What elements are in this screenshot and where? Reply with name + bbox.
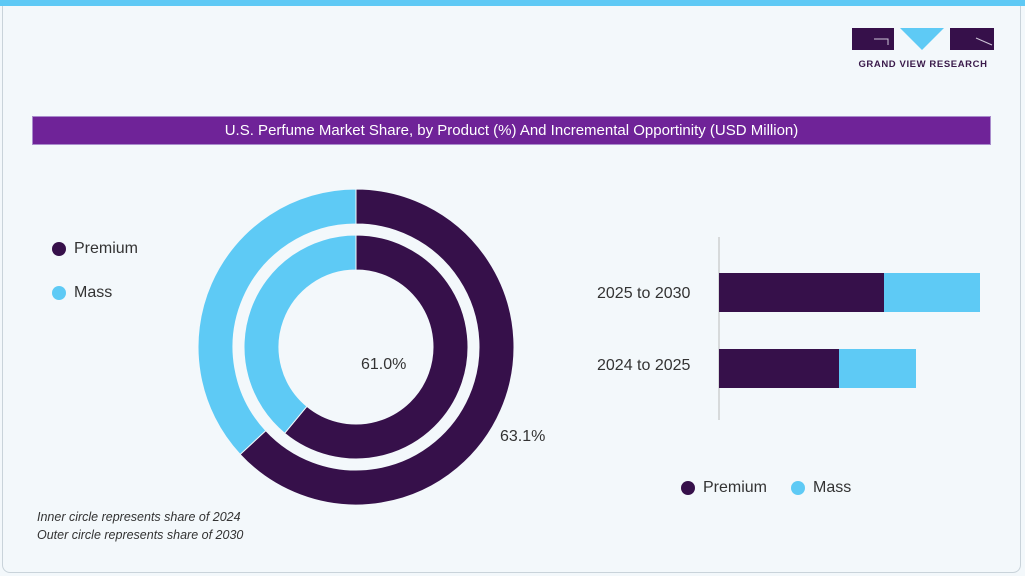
brand-name: GRAND VIEW RESEARCH bbox=[858, 59, 988, 70]
legend-label: Mass bbox=[813, 479, 852, 496]
legend-swatch-premium bbox=[52, 242, 66, 256]
inner-ring-label: 61.0% bbox=[361, 356, 407, 373]
bar-category-label: 2024 to 2025 bbox=[597, 357, 691, 374]
bar-premium-0 bbox=[719, 273, 884, 312]
bar-mass-0 bbox=[884, 273, 980, 312]
chart-title: U.S. Perfume Market Share, by Product (%… bbox=[32, 116, 991, 145]
donut-outer-mass-slice bbox=[197, 188, 357, 456]
grand-view-research-logo bbox=[852, 28, 994, 50]
bar-legend-item-mass: Mass bbox=[791, 479, 851, 497]
bar-mass-1 bbox=[839, 349, 916, 388]
donut-outer-premium-slice bbox=[239, 188, 515, 506]
legend-label: Premium bbox=[703, 479, 768, 496]
bar-legend-item-premium: Premium bbox=[681, 479, 767, 497]
top-accent-strip bbox=[0, 0, 1025, 6]
legend-item-mass: Mass bbox=[52, 284, 112, 302]
donut-inner-mass-slice bbox=[243, 234, 357, 435]
card-frame bbox=[2, 6, 1021, 573]
bar-category-label: 2025 to 2030 bbox=[597, 285, 691, 302]
legend-item-premium: Premium bbox=[52, 240, 138, 258]
legend-swatch-premium bbox=[681, 481, 695, 495]
note-inner-circle: Inner circle represents share of 2024 bbox=[37, 510, 241, 524]
legend-label: Mass bbox=[74, 284, 113, 301]
bar-premium-1 bbox=[719, 349, 839, 388]
legend-swatch-mass bbox=[791, 481, 805, 495]
legend-label: Premium bbox=[74, 240, 139, 257]
note-outer-circle: Outer circle represents share of 2030 bbox=[37, 528, 244, 542]
legend-swatch-mass bbox=[52, 286, 66, 300]
outer-ring-label: 63.1% bbox=[500, 428, 546, 445]
donut-inner-premium-slice bbox=[283, 234, 469, 460]
